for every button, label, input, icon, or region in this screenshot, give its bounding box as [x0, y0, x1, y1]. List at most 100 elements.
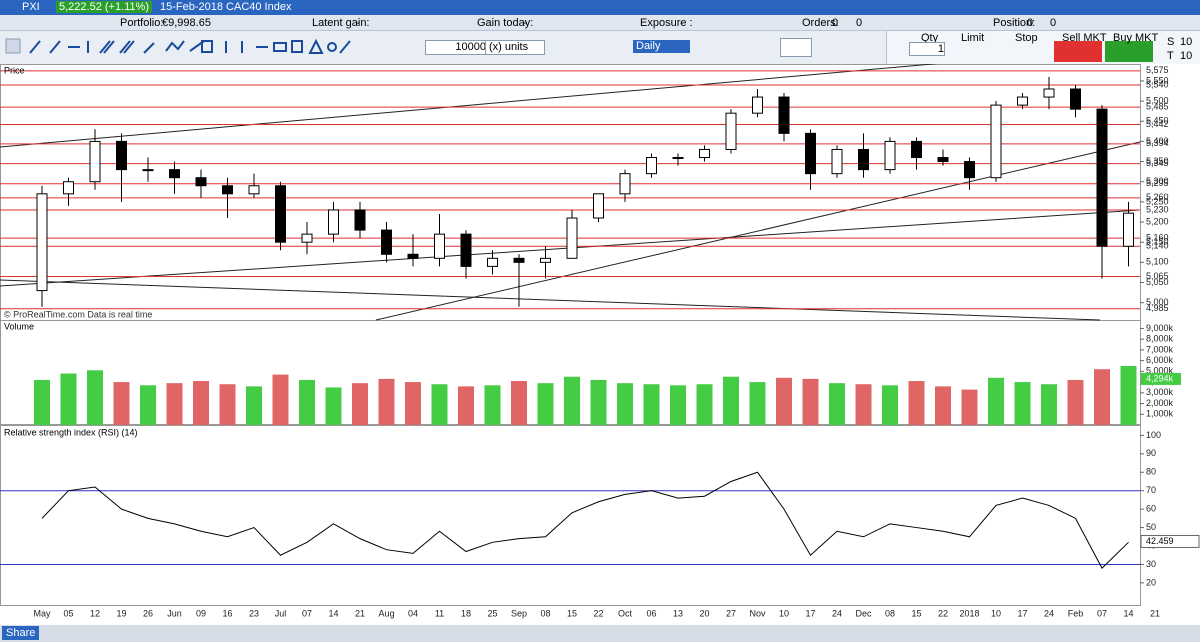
level-label: 5,295	[1146, 178, 1169, 188]
y-tick-label: 50	[1146, 522, 1156, 532]
y-tick-label: 5,500	[1146, 95, 1169, 105]
volume-bar	[564, 376, 580, 425]
sell-button[interactable]	[1054, 41, 1102, 62]
volume-bar	[1120, 365, 1137, 425]
volume-bar	[352, 383, 368, 425]
x-tick-label: 10	[991, 608, 1001, 618]
x-tick-label: 24	[832, 608, 842, 618]
candle-body	[619, 173, 631, 195]
level-label: 5,575	[1146, 65, 1169, 75]
x-tick-label: 27	[726, 608, 736, 618]
candle-body	[513, 257, 525, 263]
label: Latent gain:	[312, 17, 370, 29]
candle-body	[1070, 88, 1081, 110]
x-tick-label: 13	[673, 608, 683, 618]
candle-body	[301, 233, 313, 243]
candle-body	[407, 253, 419, 259]
x-tick-label: 15	[911, 608, 921, 618]
volume-bar	[431, 384, 448, 425]
value: €9,998.65	[162, 17, 211, 29]
drawing-tools[interactable]	[4, 37, 354, 57]
candle-body	[937, 157, 949, 163]
value: 0	[1050, 17, 1057, 29]
x-tick-label: Jun	[167, 608, 182, 618]
qty-input[interactable]: 1	[909, 42, 945, 56]
buy-button[interactable]	[1105, 41, 1153, 62]
volume-bar	[617, 383, 633, 425]
y-tick-label: 90	[1146, 448, 1156, 458]
y-tick-label: 60	[1146, 504, 1156, 514]
volume-bar	[325, 387, 342, 425]
last-label: 42.459	[1146, 536, 1174, 546]
volume-bar	[272, 374, 289, 425]
label: Portfolio:	[120, 17, 164, 29]
y-tick-label: 3,000k	[1146, 387, 1174, 397]
volume-bar	[908, 381, 925, 425]
share-button[interactable]: Share	[2, 626, 40, 640]
y-tick-label: 5,200	[1146, 216, 1169, 226]
volume-bar	[378, 378, 395, 425]
level-label: 5,540	[1146, 79, 1169, 89]
volume-bar	[458, 386, 474, 425]
volume-bar	[1014, 382, 1031, 425]
label: S	[1167, 36, 1175, 48]
y-tick-label: 2,000k	[1146, 398, 1174, 408]
x-tick-label: 25	[487, 608, 497, 618]
panel-title: Relative strength index (RSI) (14)	[4, 427, 138, 437]
value: 0	[856, 17, 863, 29]
x-tick-label: 04	[408, 608, 418, 618]
volume-bar	[140, 385, 156, 425]
level-label: 5,442	[1146, 119, 1169, 129]
candle-body	[990, 104, 1002, 179]
value: -	[523, 17, 527, 29]
rsi-line	[41, 471, 1129, 569]
x-tick-label: 22	[593, 608, 603, 618]
y-tick-label: 1,000k	[1146, 409, 1174, 419]
label: Gain today:	[477, 17, 534, 29]
last-box	[1141, 372, 1181, 385]
volume-bar	[696, 384, 713, 425]
account-bar: Portfolio: €9,998.65 Latent gain: - Gain…	[0, 15, 1200, 31]
volume-bar	[961, 389, 978, 425]
candle-body	[1096, 108, 1108, 247]
sell-label[interactable]: Sell MKT	[1062, 32, 1107, 44]
volume-bar	[1094, 369, 1110, 425]
quantity-input[interactable]: 10000	[425, 40, 491, 55]
value: 0	[1027, 17, 1034, 29]
instrument: 15-Feb-2018 CAC40 Index	[160, 1, 292, 13]
units-select[interactable]: (x) units	[485, 40, 545, 55]
volume-bar	[87, 370, 103, 425]
candle-body	[89, 140, 101, 183]
x-tick-label: 07	[302, 608, 312, 618]
y-tick-label: 5,400	[1146, 136, 1169, 146]
candle-body	[63, 181, 74, 195]
volume-bar	[166, 383, 183, 425]
symbol: PXI	[22, 1, 40, 13]
candle-body	[248, 185, 260, 195]
candle-body	[831, 148, 843, 175]
chart-type[interactable]	[780, 38, 812, 57]
candle-body	[566, 217, 578, 259]
order-panel: Qty 1 Limit Stop Sell MKT Buy MKT S 10 T…	[886, 31, 1200, 64]
buy-label[interactable]: Buy MKT	[1113, 32, 1159, 44]
candle-body	[275, 185, 286, 243]
candle-body	[381, 229, 392, 255]
volume-bar	[299, 379, 315, 425]
x-tick-label: Aug	[378, 608, 394, 618]
period-select[interactable]: Daily	[633, 40, 690, 53]
y-tick-label: 5,050	[1146, 277, 1169, 287]
volume-bar	[193, 381, 209, 425]
y-tick-label: 5,150	[1146, 237, 1169, 247]
level-label: 5,140	[1146, 241, 1169, 251]
candle-body	[884, 140, 896, 171]
y-tick-label: 70	[1146, 485, 1156, 495]
x-tick-label: 26	[143, 608, 153, 618]
x-tick-label: 11	[435, 608, 444, 618]
label: Exposure :	[640, 17, 693, 29]
x-tick-label: 05	[63, 608, 73, 618]
value: 0	[832, 17, 839, 29]
volume-bar	[829, 383, 845, 425]
x-tick-label: 06	[646, 608, 656, 618]
x-tick-label: 2018	[959, 608, 979, 618]
x-tick-label: 16	[222, 608, 232, 618]
